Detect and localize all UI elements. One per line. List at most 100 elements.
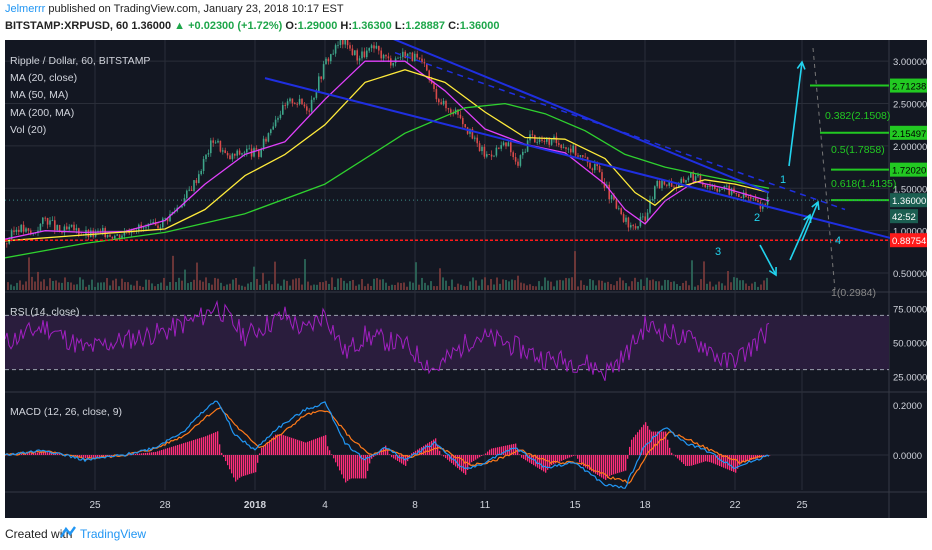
- candle-body: [159, 227, 162, 229]
- macd-histogram-bar: [605, 455, 607, 480]
- volume-bar: [547, 280, 549, 290]
- macd-histogram-bar: [699, 455, 701, 464]
- macd-histogram-bar: [343, 455, 345, 479]
- macd-histogram-bar: [159, 450, 161, 455]
- volume-bar: [601, 280, 603, 290]
- macd-histogram-bar: [155, 451, 157, 455]
- macd-histogram-bar: [279, 434, 281, 455]
- chart-canvas[interactable]: 25 28 2018 4 8 11 15 18 22 25 0.50000 1.00000 1.5000…: [5, 40, 927, 518]
- candle-body: [507, 142, 510, 147]
- candle-body: [116, 234, 118, 236]
- candle-body: [349, 45, 351, 49]
- volume-bar: [478, 285, 480, 290]
- macd-histogram-bar: [493, 448, 495, 455]
- volume-bar: [19, 280, 21, 290]
- volume-bar: [241, 285, 243, 290]
- macd-histogram-bar: [665, 431, 667, 455]
- price-panel[interactable]: [5, 40, 896, 291]
- candle-body: [594, 163, 596, 171]
- fib-label-0618: 0.618(1.4135): [831, 178, 896, 190]
- candle-body: [754, 197, 757, 201]
- candle-body: [303, 104, 306, 107]
- candle-body: [409, 52, 411, 54]
- macd-histogram-bar: [503, 446, 505, 455]
- volume-bar: [685, 280, 687, 290]
- candle-body: [680, 178, 682, 184]
- volume-bar: [487, 285, 489, 290]
- macd-histogram-bar: [477, 455, 479, 459]
- macd-histogram-bar: [199, 438, 201, 455]
- candle-body: [284, 105, 286, 106]
- macd-histogram-bar: [643, 424, 645, 455]
- macd-panel[interactable]: [5, 400, 771, 489]
- candle-body: [536, 141, 538, 143]
- macd-histogram-bar: [753, 455, 755, 460]
- macd-histogram-bar: [547, 455, 549, 470]
- macd-histogram-bar: [351, 455, 353, 479]
- candle-body: [238, 150, 241, 155]
- candle-body: [560, 144, 562, 148]
- candle-body: [320, 76, 322, 79]
- candle-body: [301, 98, 303, 105]
- candle-body: [255, 148, 258, 150]
- macd-histogram-bar: [433, 439, 435, 455]
- candle-body: [538, 139, 541, 142]
- macd-histogram-bar: [525, 455, 527, 461]
- x-tick-label: 11: [480, 500, 491, 511]
- volume-bar: [463, 285, 465, 290]
- author-link[interactable]: Jelmerrr: [5, 3, 46, 15]
- volume-bar: [262, 272, 264, 290]
- volume-bar: [358, 284, 360, 290]
- volume-bar: [256, 278, 258, 290]
- macd-histogram-bar: [139, 453, 141, 455]
- volume-bar: [754, 281, 756, 290]
- macd-histogram-bar: [335, 455, 337, 463]
- candle-body: [145, 226, 147, 228]
- macd-histogram-bar: [41, 452, 43, 455]
- macd-histogram-bar: [7, 454, 9, 456]
- candle-body: [390, 58, 392, 66]
- candle-body: [270, 129, 272, 134]
- price-tag: 42:52: [890, 209, 918, 224]
- volume-bar: [655, 281, 657, 290]
- macd-histogram-bar: [443, 455, 445, 457]
- volume-bar: [664, 279, 666, 290]
- candle-body: [601, 172, 603, 182]
- volume-bar: [220, 282, 222, 290]
- volume-bar: [733, 277, 735, 290]
- volume-bar: [529, 284, 531, 290]
- macd-histogram-bar: [27, 453, 29, 455]
- macd-histogram-bar: [587, 455, 589, 469]
- volume-bar: [550, 281, 552, 290]
- macd-histogram-bar: [309, 441, 311, 455]
- chart-background: [5, 40, 927, 518]
- macd-histogram-bar: [59, 454, 61, 455]
- macd-histogram-bar: [741, 455, 743, 463]
- macd-histogram-bar: [369, 455, 371, 464]
- macd-histogram-bar: [85, 455, 87, 459]
- candle-body: [426, 63, 428, 71]
- candle-body: [668, 181, 670, 186]
- volume-bar: [100, 282, 102, 290]
- candle-body: [70, 224, 73, 227]
- tradingview-logo-icon[interactable]: [60, 525, 76, 539]
- price-legend: Ripple / Dollar, 60, BITSTAMP MA (20, cl…: [10, 55, 150, 136]
- forecast-arrow: [759, 244, 777, 276]
- candle-body: [51, 220, 54, 222]
- candle-body: [750, 197, 752, 199]
- candle-body: [435, 89, 438, 100]
- volume-bar: [301, 284, 303, 290]
- volume-bar: [646, 277, 648, 290]
- macd-histogram-bar: [617, 455, 619, 474]
- rsi-panel[interactable]: [5, 299, 889, 381]
- y-tick-label: 1.50000: [893, 184, 927, 195]
- macd-histogram-bar: [487, 451, 489, 455]
- macd-histogram-bar: [603, 455, 605, 479]
- macd-histogram-bar: [311, 440, 313, 455]
- footer-brand-link[interactable]: TradingView: [80, 527, 147, 541]
- y-tick-label: 0.50000: [893, 269, 927, 280]
- candle-body: [246, 148, 248, 153]
- candle-body: [308, 110, 310, 112]
- candle-body: [330, 54, 332, 62]
- wave-label-3: 3: [715, 246, 721, 258]
